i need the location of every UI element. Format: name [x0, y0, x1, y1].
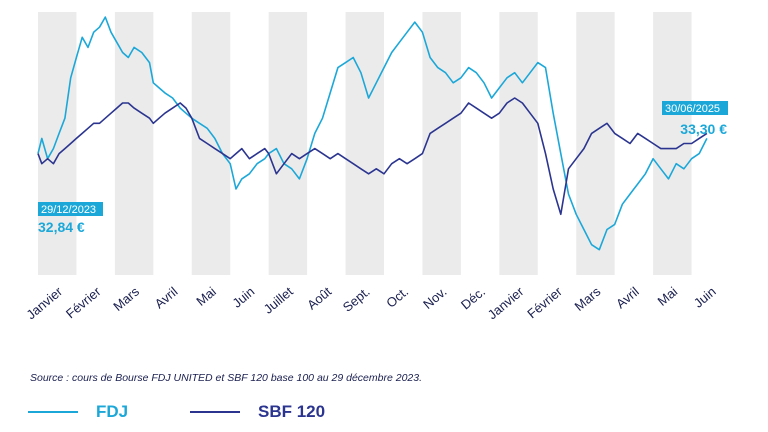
value-tags: 29/12/2023 32,84 € 30/06/2025 33,30 € — [38, 101, 728, 235]
stock-chart: 29/12/2023 32,84 € 30/06/2025 33,30 € Janvi… — [23, 12, 728, 322]
legend-label-fdj: FDJ — [96, 402, 129, 421]
month-band — [499, 12, 538, 275]
month-band — [345, 12, 384, 275]
month-tick-label: Déc. — [458, 284, 488, 313]
month-tick-label: Juin — [229, 284, 257, 311]
month-tick-label: Janvier — [485, 283, 527, 322]
start-date-tag — [38, 202, 103, 216]
legend-item-fdj: FDJ — [28, 402, 128, 422]
month-bands — [38, 12, 692, 275]
month-tick-label: Oct. — [383, 284, 411, 311]
start-date-label: 29/12/2023 — [41, 204, 96, 216]
month-band — [114, 12, 154, 275]
month-tick-label: Février — [63, 283, 104, 321]
month-tick-label: Mars — [110, 283, 142, 313]
end-date-label: 30/06/2025 — [665, 103, 720, 115]
month-band — [576, 12, 615, 275]
month-tick-label: Août — [304, 284, 334, 313]
series-lines — [37, 16, 708, 251]
month-tick-label: Février — [524, 283, 565, 321]
series-line-sbf120 — [37, 97, 708, 216]
legend-label-sbf120: SBF 120 — [258, 402, 326, 421]
legend-item-sbf120: SBF 120 — [190, 402, 325, 422]
month-tick-label: Sept. — [340, 284, 373, 315]
series-line-fdj — [37, 16, 708, 251]
month-tick-label: Juillet — [261, 284, 296, 317]
month-tick-label: Mai — [193, 284, 219, 309]
month-band — [191, 12, 231, 275]
start-price-label: 32,84 € — [38, 219, 85, 235]
end-price-label: 33,30 € — [680, 121, 727, 137]
month-band — [268, 12, 308, 275]
end-date-tag — [662, 101, 728, 115]
month-tick-label: Mai — [655, 284, 681, 309]
month-tick-label: Janvier — [23, 283, 65, 322]
source-note: Source : cours de Bourse FDJ UNITED et S… — [30, 372, 423, 384]
legend-swatch-sbf120 — [190, 411, 240, 413]
month-tick-label: Juin — [691, 284, 719, 311]
month-tick-label: Avril — [152, 284, 181, 312]
month-tick-label: Avril — [613, 284, 642, 312]
month-tick-label: Nov. — [420, 284, 449, 312]
month-tick-label: Mars — [572, 283, 604, 313]
legend-swatch-fdj — [28, 411, 78, 413]
